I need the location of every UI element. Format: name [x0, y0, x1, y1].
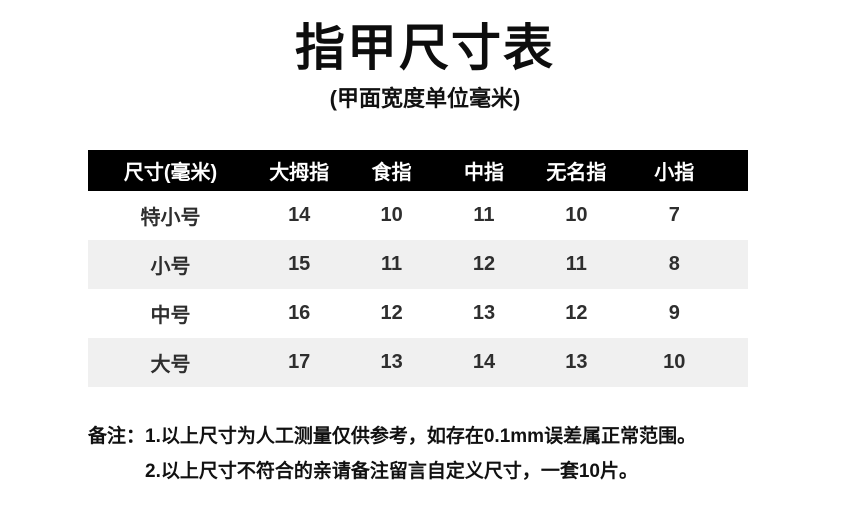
table-header-cell-little-finger: 小指 — [622, 150, 748, 191]
table-cell: 15 — [253, 240, 346, 289]
table-row: 小号 15 11 12 11 8 — [88, 240, 748, 289]
table-header-cell-size: 尺寸(毫米) — [88, 150, 253, 191]
table-cell: 13 — [437, 289, 531, 338]
note-line: 1.以上尺寸为人工测量仅供参考，如存在0.1mm误差属正常范围。 — [145, 426, 697, 447]
note-line: 2.以上尺寸不符合的亲请备注留言自定义尺寸，一套10片。 — [145, 461, 638, 482]
table-cell: 10 — [622, 338, 748, 387]
table-cell: 11 — [530, 240, 623, 289]
table-cell: 9 — [622, 289, 748, 338]
table-cell: 12 — [437, 240, 531, 289]
row-label: 小号 — [88, 240, 253, 289]
table-cell: 11 — [437, 191, 531, 240]
row-label: 特小号 — [88, 191, 253, 240]
table-cell: 10 — [345, 191, 438, 240]
table-cell: 8 — [622, 240, 748, 289]
table-cell: 11 — [345, 240, 438, 289]
table-cell: 14 — [253, 191, 346, 240]
table-cell: 13 — [345, 338, 438, 387]
notes: 备注： 1.以上尺寸为人工测量仅供参考，如存在0.1mm误差属正常范围。 2.以… — [88, 419, 768, 489]
table-header-cell-middle-finger: 中指 — [437, 150, 531, 191]
table-cell: 16 — [253, 289, 346, 338]
row-label: 中号 — [88, 289, 253, 338]
table-row: 大号 17 13 14 13 10 — [88, 338, 748, 387]
table-row: 特小号 14 10 11 10 7 — [88, 191, 748, 240]
table-header-row: 尺寸(毫米) 大拇指 食指 中指 无名指 小指 — [88, 150, 748, 191]
table-cell: 17 — [253, 338, 346, 387]
table-row: 中号 16 12 13 12 9 — [88, 289, 748, 338]
table-cell: 7 — [622, 191, 748, 240]
notes-lines: 1.以上尺寸为人工测量仅供参考，如存在0.1mm误差属正常范围。 2.以上尺寸不… — [145, 419, 768, 489]
table-header-cell-index-finger: 食指 — [345, 150, 438, 191]
table-header-cell-ring-finger: 无名指 — [530, 150, 623, 191]
nail-size-table: 尺寸(毫米) 大拇指 食指 中指 无名指 小指 特小号 14 10 11 10 … — [88, 150, 748, 387]
row-label: 大号 — [88, 338, 253, 387]
page-title: 指甲尺寸表 — [295, 20, 555, 76]
page-subtitle: (甲面宽度单位毫米) — [329, 86, 521, 111]
table-cell: 10 — [530, 191, 623, 240]
table-cell: 13 — [530, 338, 623, 387]
table-header-cell-thumb: 大拇指 — [253, 150, 346, 191]
table-cell: 14 — [437, 338, 531, 387]
table-cell: 12 — [530, 289, 623, 338]
table-cell: 12 — [345, 289, 438, 338]
notes-label: 备注： — [88, 426, 146, 447]
